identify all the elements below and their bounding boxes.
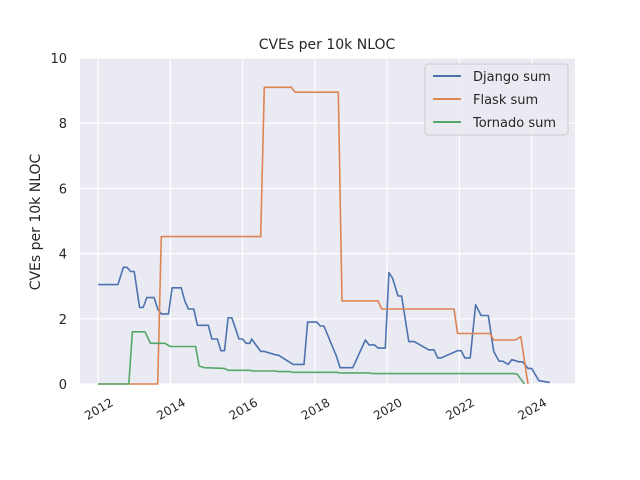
series-line-django-sum (98, 266, 550, 384)
y-tick-label: 6 (59, 182, 67, 197)
y-tick-label: 0 (59, 378, 67, 393)
legend-label: Flask sum (473, 93, 538, 108)
series-line-flask-sum (98, 86, 529, 385)
series-lines (98, 86, 550, 385)
legend-label: Django sum (473, 70, 551, 85)
legend-box (424, 63, 569, 136)
y-tick-label: 10 (50, 52, 67, 67)
legend-label: Tornado sum (472, 116, 556, 131)
y-axis-label: CVEs per 10k NLOC (28, 153, 44, 290)
y-tick-label: 8 (59, 117, 67, 132)
chart-title: CVEs per 10k NLOC (259, 37, 396, 53)
series-line-tornado-sum (98, 330, 526, 385)
y-tick-label: 4 (59, 248, 67, 263)
y-axis-ticks: 0 2 4 6 8 10 (50, 52, 67, 393)
y-tick-label: 2 (59, 313, 67, 328)
legend: Django sum Flask sum Tornado sum (424, 63, 569, 136)
